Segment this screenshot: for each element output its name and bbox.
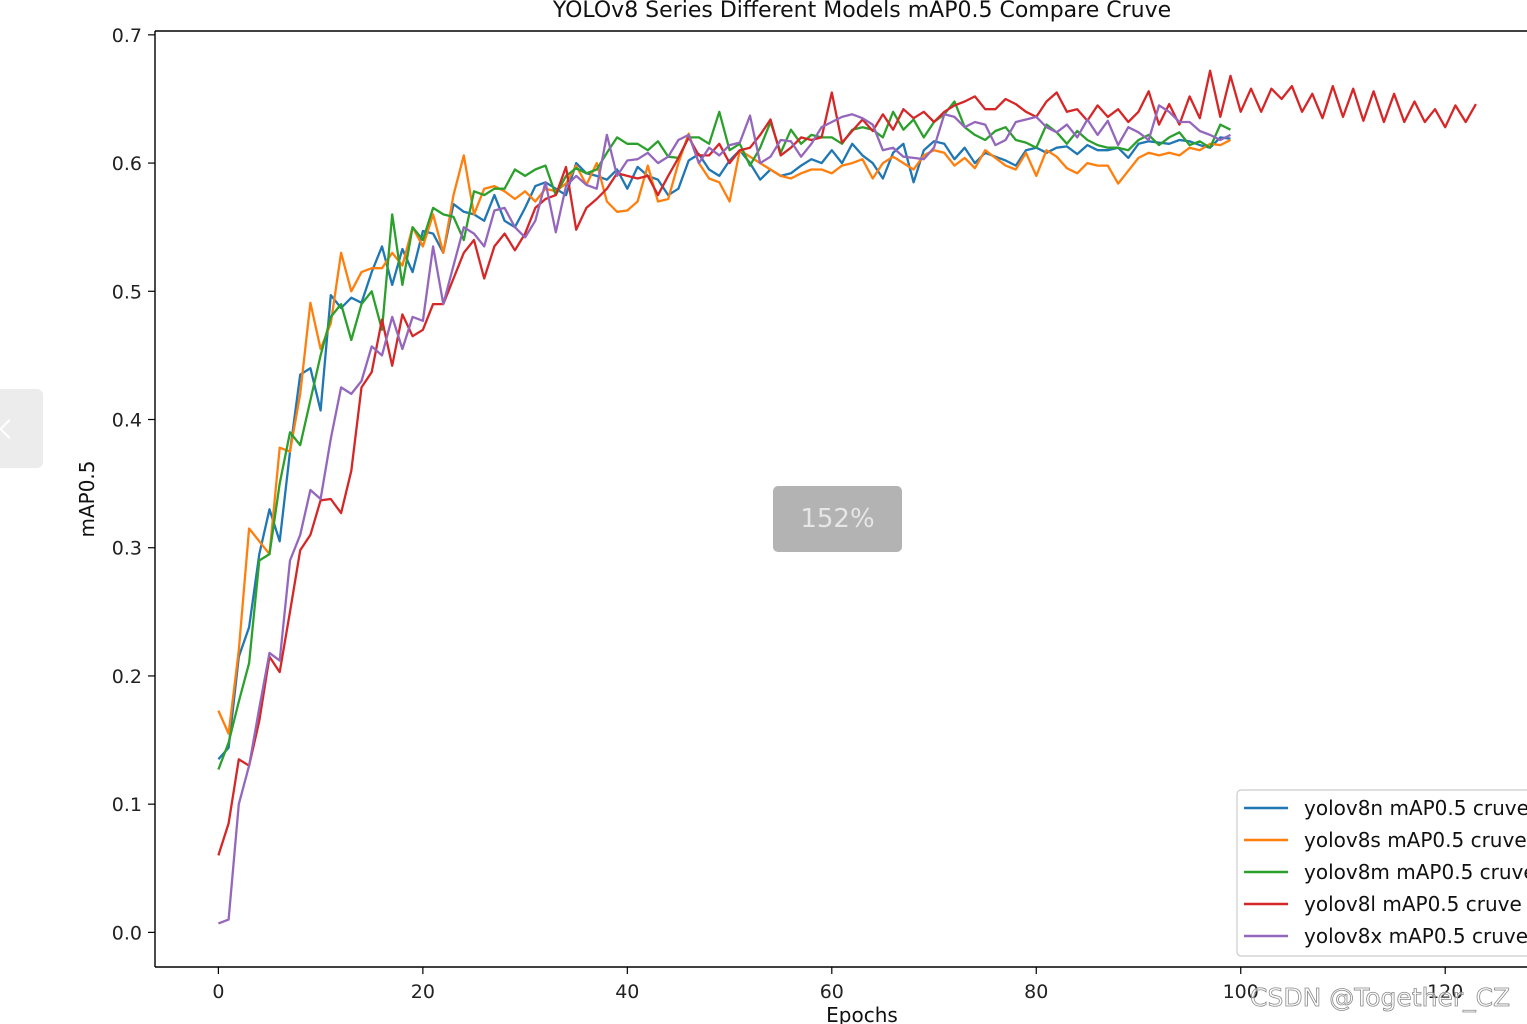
back-button[interactable] [0,389,43,468]
watermark-text: CSDN @Together_CZ [1250,983,1510,1012]
x-tick-label: 100 [1223,981,1259,1003]
legend-label-5: yolov8x mAP0.5 cruve [1304,924,1527,948]
legend-label-1: yolov8n mAP0.5 cruve [1304,796,1527,820]
series-line-1 [217,136,1231,761]
y-tick-label: 0.3 [112,538,142,560]
legend-label-3: yolov8m mAP0.5 cruve [1304,860,1527,884]
y-tick-label: 0.2 [112,666,142,688]
x-tick-label: 40 [615,981,639,1003]
series-line-3 [217,100,1232,770]
zoom-indicator: 152% [773,486,902,552]
series-line-4 [217,69,1477,856]
x-tick-label: 60 [820,981,844,1003]
x-axis-title: Epochs [826,1003,898,1024]
y-tick-label: 0.4 [112,410,142,432]
series-line-2 [217,132,1232,735]
legend-frame [1236,789,1527,957]
x-tick-label: 80 [1024,981,1048,1003]
chart-title: YOLOv8 Series Different Models mAP0.5 Co… [552,0,1171,23]
x-tick-label: 20 [411,981,435,1003]
axes-layer [154,30,1527,968]
y-tick-label: 0.0 [112,922,142,944]
x-tick-label: 120 [1427,981,1463,1003]
y-tick-label: 0.5 [112,281,142,303]
series-line-5 [217,104,1232,925]
y-tick-label: 0.1 [112,794,142,816]
legend-label-2: yolov8s mAP0.5 cruve [1304,828,1527,852]
legend: yolov8n mAP0.5 cruve yolov8s mAP0.5 cruve… [1236,789,1527,957]
y-axis-title: mAP0.5 [75,460,99,537]
legend-label-4: yolov8l mAP0.5 cruve [1304,892,1522,916]
series-layer [217,69,1477,925]
y-tick-label: 0.6 [112,153,142,175]
chevron-left-icon [0,418,19,439]
y-tick-label: 0.7 [112,25,142,47]
x-tick-label: 0 [212,981,224,1003]
ticks-layer: 0 20 40 60 80 100 120 0.0 0.1 0.2 0.3 0.4 0.5 0.6 0.7 [112,25,1464,1003]
